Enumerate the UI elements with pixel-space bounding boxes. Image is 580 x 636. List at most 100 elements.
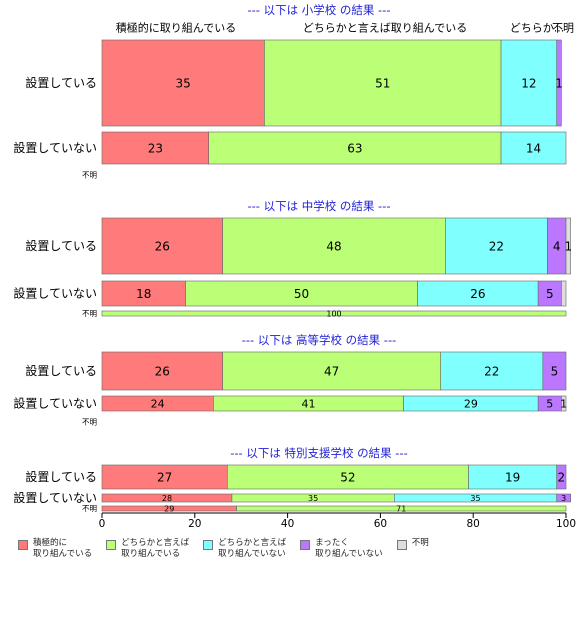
- bar-value-label: 51: [375, 77, 390, 91]
- bar-value-label: 22: [489, 240, 504, 254]
- bar-value-label: 47: [324, 365, 339, 379]
- bar-segment: [101, 39, 265, 127]
- bar-value-label: 1: [560, 398, 567, 411]
- bar-value-label: 35: [470, 494, 480, 503]
- row-label: 不明: [82, 504, 97, 513]
- row-label: 不明: [82, 309, 97, 318]
- bar-segment: [185, 280, 418, 307]
- bar-value-label: 26: [155, 240, 170, 254]
- bar-segment: [101, 280, 186, 307]
- legend-label: どちらかと言えば 取り組んでいない: [218, 538, 287, 559]
- x-tick-label: 20: [188, 518, 201, 530]
- bar-value-label: 28: [162, 494, 172, 503]
- bar-segment: [208, 131, 502, 165]
- legend-item: 積極的に 取り組んでいる: [18, 538, 92, 560]
- row-label: 設置していない: [13, 286, 97, 301]
- legend-item: 不明: [396, 538, 429, 560]
- bar-value-label: 24: [151, 398, 165, 411]
- bar-value-label: 2: [558, 471, 566, 485]
- panel-title: --- 以下は 中学校 の結果 ---: [247, 199, 390, 213]
- legend-swatch: [106, 540, 117, 550]
- bar-segment: [561, 280, 567, 307]
- row-label: 設置していない: [13, 140, 97, 155]
- row-label: 設置していない: [13, 490, 97, 505]
- bar-value-label: 48: [326, 240, 341, 254]
- bar-segment: [542, 351, 567, 391]
- legend-item: まったく 取り組んでいない: [300, 538, 383, 560]
- bar-value-label: 29: [164, 505, 174, 514]
- header-category-label: どちらか...: [510, 22, 565, 35]
- row-label: 設置している: [25, 238, 97, 253]
- bar-value-label: 41: [301, 398, 315, 411]
- bar-segment: [556, 39, 562, 127]
- legend-item: どちらかと言えば 取り組んでいる: [106, 538, 189, 560]
- bar-value-label: 12: [521, 77, 536, 91]
- x-tick-label: 100: [556, 518, 576, 530]
- header-category-label: 積極的に取り組んでいる: [116, 21, 236, 35]
- bar-value-label: 26: [470, 287, 485, 301]
- legend-item: どちらかと言えば 取り組んでいない: [203, 538, 286, 560]
- bar-value-label: 1: [564, 240, 572, 254]
- bar-value-label: 4: [553, 240, 561, 254]
- bar-value-label: 27: [157, 471, 172, 485]
- header-category-label: 不明: [552, 22, 574, 35]
- row-label: 設置している: [25, 363, 97, 378]
- bar-value-label: 5: [546, 398, 553, 411]
- bar-segment: [222, 217, 446, 275]
- bar-segment: [556, 493, 571, 503]
- panel-title: --- 以下は 特別支援学校 の結果 ---: [230, 446, 408, 460]
- legend: 積極的に 取り組んでいる どちらかと言えば 取り組んでいる どちらかと言えば 取り組…: [18, 538, 429, 560]
- legend-swatch: [300, 540, 311, 550]
- legend-label: まったく 取り組んでいない: [315, 538, 383, 559]
- legend-label: 積極的に 取り組んでいる: [33, 538, 93, 559]
- bar-segment: [417, 280, 539, 307]
- row-label: 不明: [82, 418, 97, 427]
- bar-segment: [561, 395, 567, 412]
- bar-segment: [468, 464, 558, 490]
- panel-title: --- 以下は 小学校 の結果 ---: [247, 3, 390, 17]
- bar-segment: [101, 351, 223, 391]
- bar-value-label: 5: [546, 287, 554, 301]
- row-label: 設置していない: [13, 396, 97, 411]
- bar-value-label: 100: [326, 310, 341, 319]
- legend-swatch: [203, 540, 214, 550]
- header-category-label: どちらかと言えば取り組んでいる: [303, 22, 467, 35]
- legend-label: 不明: [411, 538, 429, 548]
- bar-segment: [264, 39, 502, 127]
- bar-value-label: 35: [176, 77, 191, 91]
- bar-value-label: 18: [136, 287, 151, 301]
- bar-segment: [101, 217, 223, 275]
- bar-value-label: 14: [526, 142, 541, 156]
- bar-segment: [101, 310, 567, 317]
- bar-segment: [440, 351, 544, 391]
- bar-segment: [236, 505, 567, 512]
- bar-value-label: 22: [484, 365, 499, 379]
- bar-segment: [445, 217, 548, 275]
- bar-segment: [500, 131, 567, 165]
- legend-swatch: [396, 540, 407, 550]
- row-label: 設置している: [25, 469, 97, 484]
- bar-value-label: 5: [551, 365, 559, 379]
- bar-value-label: 35: [308, 494, 318, 503]
- bar-value-label: 3: [561, 494, 566, 503]
- x-tick-label: 40: [281, 518, 294, 530]
- bar-segment: [101, 131, 210, 165]
- panel-title: --- 以下は 高等学校 の結果 ---: [242, 333, 397, 347]
- bar-value-label: 52: [340, 471, 355, 485]
- bar-segment: [226, 464, 469, 490]
- bar-value-label: 1: [555, 77, 563, 91]
- bar-segment: [565, 217, 571, 275]
- row-label: 不明: [82, 171, 97, 180]
- bar-segment: [222, 351, 442, 391]
- bar-value-label: 50: [294, 287, 309, 301]
- bar-value-label: 29: [464, 398, 478, 411]
- legend-swatch: [18, 540, 28, 550]
- bar-segment: [500, 39, 558, 127]
- bar-value-label: 63: [347, 142, 362, 156]
- bar-value-label: 23: [148, 142, 163, 156]
- row-label: 設置している: [25, 75, 97, 90]
- x-tick-label: 60: [374, 518, 387, 530]
- bar-value-label: 71: [396, 505, 406, 514]
- bar-segment: [556, 464, 567, 490]
